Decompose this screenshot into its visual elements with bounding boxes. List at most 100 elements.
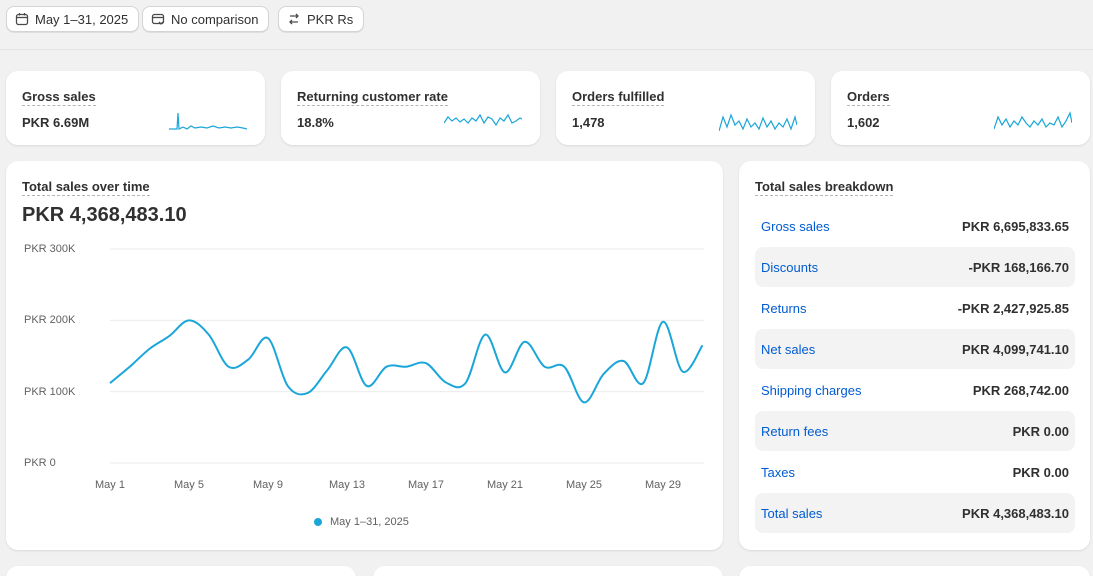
metric-card-gross-sales[interactable]: Gross sales PKR 6.69M (6, 71, 265, 145)
exchange-icon (289, 13, 299, 25)
currency-label: PKR Rs (307, 11, 354, 27)
date-range-label: May 1–31, 2025 (35, 11, 129, 27)
x-tick-label: May 9 (253, 479, 283, 491)
metric-card-orders[interactable]: Orders 1,602 (831, 71, 1090, 145)
metric-value: 1,478 (572, 115, 605, 130)
sparkline-gross-sales (169, 112, 247, 130)
metric-title: Orders (847, 89, 890, 106)
sparkline-returning-customer-rate (444, 113, 522, 127)
breakdown-row-total-sales: Total sales PKR 4,368,483.10 (755, 493, 1075, 533)
metric-title: Returning customer rate (297, 89, 448, 106)
breakdown-value: PKR 4,368,483.10 (962, 505, 1069, 521)
x-tick-label: May 13 (328, 479, 366, 491)
legend-dot-icon (314, 518, 322, 526)
data-point-may-9[interactable] (262, 332, 274, 344)
data-point-may-14[interactable] (361, 380, 373, 392)
data-point-may-6[interactable] (203, 329, 215, 341)
breakdown-link[interactable]: Returns (761, 300, 807, 316)
breakdown-link[interactable]: Taxes (761, 464, 795, 480)
data-point-may-18[interactable] (440, 376, 452, 388)
data-point-may-28[interactable] (637, 377, 649, 389)
bottom-card-middle (373, 566, 723, 576)
data-point-may-8[interactable] (242, 354, 254, 366)
breakdown-value: PKR 6,695,833.65 (962, 218, 1069, 234)
calendar-compare-icon (151, 13, 165, 25)
breakdown-row-taxes: Taxes PKR 0.00 (755, 452, 1075, 492)
data-point-may-4[interactable] (163, 330, 175, 342)
data-point-may-7[interactable] (223, 361, 235, 373)
breakdown-link[interactable]: Total sales (761, 505, 823, 521)
comparison-button[interactable]: No comparison (142, 6, 270, 32)
data-point-may-15[interactable] (381, 361, 393, 373)
data-point-may-30[interactable] (677, 366, 689, 378)
data-point-may-10[interactable] (282, 380, 294, 392)
x-tick-label: May 17 (407, 479, 445, 491)
data-point-may-3[interactable] (144, 343, 156, 355)
breakdown-row-discounts: Discounts -PKR 168,166.70 (755, 247, 1075, 287)
data-point-may-17[interactable] (420, 357, 432, 369)
x-tick-label: May 21 (486, 479, 524, 491)
breakdown-value: -PKR 168,166.70 (968, 259, 1069, 275)
comparison-label: No comparison (171, 11, 259, 27)
x-tick-label: May 29 (644, 479, 682, 491)
metric-card-orders-fulfilled[interactable]: Orders fulfilled 1,478 (556, 71, 815, 145)
breakdown-value: PKR 0.00 (1012, 464, 1069, 480)
bottom-card-left (6, 566, 356, 576)
data-point-may-25[interactable] (578, 396, 590, 408)
metric-value: 1,602 (847, 115, 880, 130)
breakdown-value: PKR 4,099,741.10 (962, 341, 1069, 357)
y-tick-label: PKR 100K (24, 386, 76, 398)
data-point-may-31[interactable] (697, 339, 709, 351)
breakdown-row-return-fees: Return fees PKR 0.00 (755, 411, 1075, 451)
data-point-may-19[interactable] (460, 377, 472, 389)
data-point-may-16[interactable] (400, 361, 412, 373)
data-point-may-21[interactable] (499, 366, 511, 378)
breakdown-row-returns: Returns -PKR 2,427,925.85 (755, 288, 1075, 328)
sparkline-orders (994, 111, 1072, 130)
data-point-may-5[interactable] (183, 314, 195, 326)
metric-value: PKR 6.69M (22, 115, 90, 130)
metric-title: Orders fulfilled (572, 89, 665, 106)
sparkline-orders-fulfilled (719, 113, 797, 132)
breakdown-value: PKR 0.00 (1012, 423, 1069, 439)
data-point-may-22[interactable] (519, 336, 531, 348)
data-point-may-11[interactable] (302, 387, 314, 399)
breakdown-link[interactable]: Shipping charges (761, 382, 862, 398)
data-point-may-2[interactable] (124, 361, 136, 373)
data-point-may-13[interactable] (341, 341, 353, 353)
sales-breakdown-card: Total sales breakdown Gross sales PKR 6,6… (739, 161, 1090, 550)
sales-series-line[interactable] (109, 319, 704, 404)
calendar-icon (15, 13, 29, 26)
metric-card-returning-customer-rate[interactable]: Returning customer rate 18.8% (281, 71, 540, 145)
filter-toolbar: May 1–31, 2025 No comparison PKR Rs (0, 0, 1093, 50)
breakdown-link[interactable]: Net sales (761, 341, 816, 357)
breakdown-link[interactable]: Gross sales (761, 218, 830, 234)
breakdown-title: Total sales breakdown (755, 179, 894, 196)
breakdown-value: -PKR 2,427,925.85 (957, 300, 1069, 316)
metric-value: 18.8% (297, 115, 334, 130)
data-point-may-26[interactable] (598, 368, 610, 380)
data-point-may-27[interactable] (618, 355, 630, 367)
chart-legend[interactable]: May 1–31, 2025 (314, 516, 409, 528)
x-tick-label: May 1 (95, 479, 125, 491)
data-point-may-1[interactable] (104, 377, 116, 389)
breakdown-row-shipping-charges: Shipping charges PKR 268,742.00 (755, 370, 1075, 410)
breakdown-link[interactable]: Discounts (761, 259, 819, 275)
data-point-may-12[interactable] (321, 364, 333, 376)
legend-label: May 1–31, 2025 (330, 516, 409, 528)
metric-title: Gross sales (22, 89, 96, 106)
breakdown-row-gross-sales: Gross sales PKR 6,695,833.65 (755, 206, 1075, 246)
data-point-may-23[interactable] (539, 361, 551, 373)
total-sales-chart-card: Total sales over time PKR 4,368,483.10 P… (6, 161, 723, 550)
sales-line-chart[interactable] (6, 161, 723, 491)
y-tick-label: PKR 200K (24, 314, 76, 326)
data-point-may-29[interactable] (657, 316, 669, 328)
data-point-may-24[interactable] (558, 361, 570, 373)
data-point-may-20[interactable] (479, 329, 491, 341)
x-tick-label: May 25 (565, 479, 603, 491)
breakdown-link[interactable]: Return fees (761, 423, 829, 439)
currency-button[interactable]: PKR Rs (278, 6, 365, 32)
breakdown-value: PKR 268,742.00 (972, 382, 1069, 398)
date-range-button[interactable]: May 1–31, 2025 (6, 6, 140, 32)
total-sales-value: PKR 4,368,483.10 (22, 204, 187, 226)
